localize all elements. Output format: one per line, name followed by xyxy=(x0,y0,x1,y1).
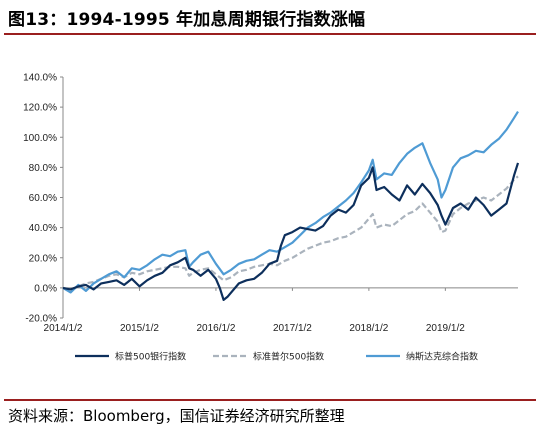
x-tick-label: 2018/1/2 xyxy=(349,323,388,334)
figure-title: 图13：1994-1995 年加息周期银行指数涨幅 xyxy=(8,10,366,30)
y-tick-label: 100.0% xyxy=(23,133,57,144)
y-tick-label: 20.0% xyxy=(29,253,57,264)
legend-nasdaq-label: 纳斯达克综合指数 xyxy=(406,351,478,363)
y-tick-label: 80.0% xyxy=(29,163,57,174)
figure-source: 资料来源：Bloomberg，国信证券经济研究所整理 xyxy=(8,407,345,425)
x-tick-label: 2019/1/2 xyxy=(426,323,465,334)
title-rule xyxy=(4,33,536,35)
y-tick-label: 40.0% xyxy=(29,223,57,234)
y-tick-label: 120.0% xyxy=(23,103,57,114)
y-tick-label: -20.0% xyxy=(25,314,57,325)
legend-bank-label: 标普500银行指数 xyxy=(115,351,186,363)
x-tick-label: 2016/1/2 xyxy=(196,323,235,334)
x-tick-label: 2017/1/2 xyxy=(273,323,312,334)
legend-sp500-label: 标准普尔500指数 xyxy=(253,351,324,363)
bank-index-line xyxy=(62,162,520,301)
y-tick-label: 140.0% xyxy=(23,73,57,84)
y-tick-label: 0.0% xyxy=(34,283,57,294)
sp500-index-line xyxy=(62,175,519,292)
x-tick-label: 2015/1/2 xyxy=(120,323,159,334)
y-tick-label: 60.0% xyxy=(29,193,57,204)
source-rule xyxy=(4,399,536,401)
nasdaq-index-line xyxy=(62,111,519,294)
x-tick-label: 2014/1/2 xyxy=(44,323,83,334)
